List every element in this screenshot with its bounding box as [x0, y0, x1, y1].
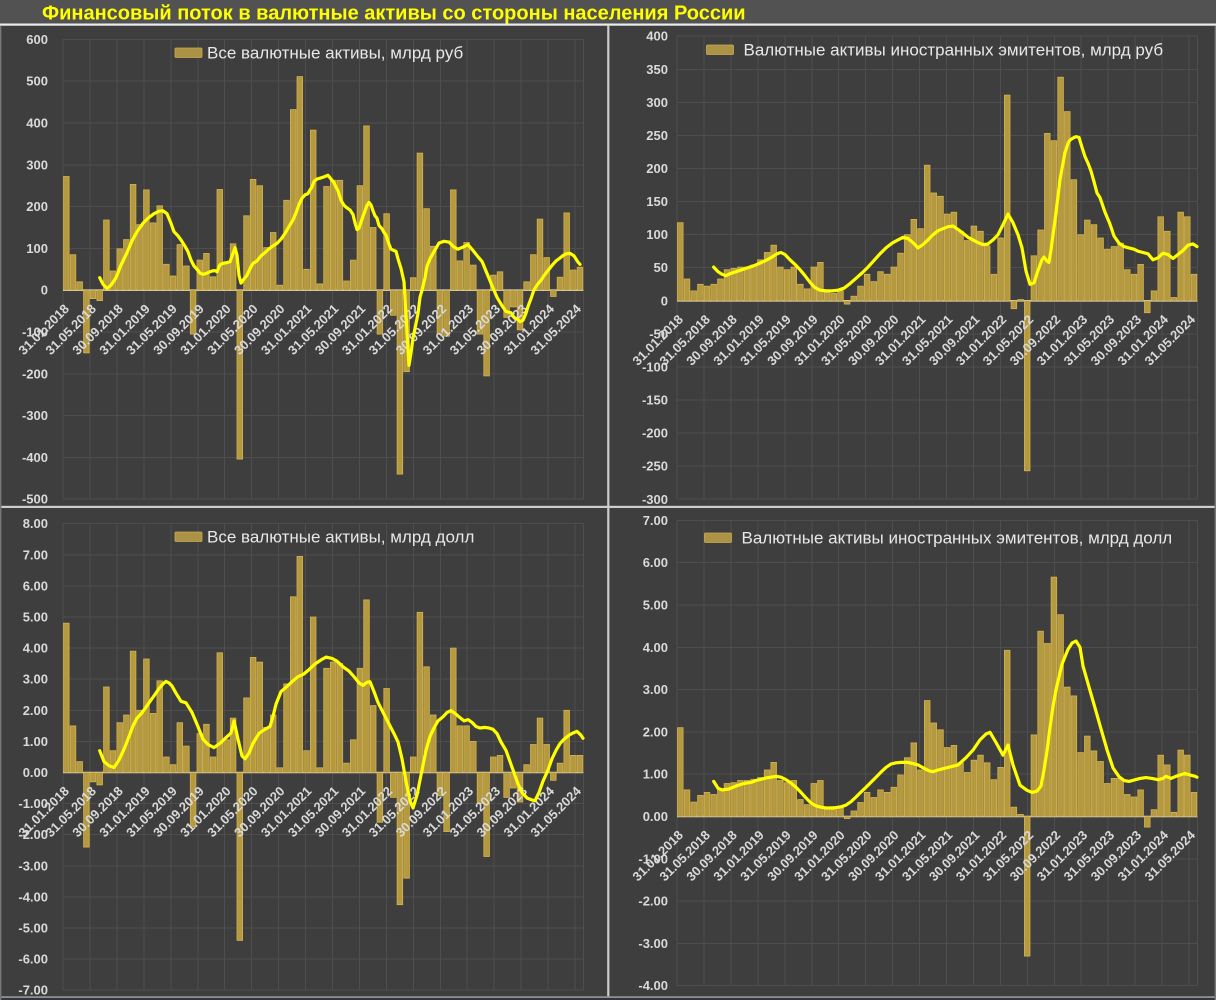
svg-text:100: 100 [646, 227, 668, 242]
svg-text:4.00: 4.00 [23, 641, 48, 656]
svg-text:2.00: 2.00 [643, 724, 668, 739]
svg-text:5.00: 5.00 [643, 598, 668, 613]
svg-text:600: 600 [26, 32, 48, 47]
svg-text:-1.00: -1.00 [18, 796, 48, 811]
svg-text:150: 150 [646, 194, 668, 209]
svg-text:-100: -100 [22, 325, 48, 340]
svg-text:0.00: 0.00 [643, 809, 668, 824]
svg-text:-50: -50 [649, 326, 668, 341]
svg-text:1.00: 1.00 [23, 734, 48, 749]
svg-text:-300: -300 [22, 408, 48, 423]
svg-text:Все валютные активы, млрд руб: Все валютные активы, млрд руб [207, 44, 464, 63]
svg-text:Валютные активы иностранных эм: Валютные активы иностранных эмитентов, м… [742, 529, 1173, 548]
svg-text:Все валютные активы, млрд долл: Все валютные активы, млрд долл [207, 528, 474, 547]
svg-text:4.00: 4.00 [643, 640, 668, 655]
svg-text:2.00: 2.00 [23, 703, 48, 718]
svg-text:-200: -200 [642, 426, 668, 441]
svg-text:-7.00: -7.00 [18, 983, 48, 998]
svg-text:0: 0 [661, 293, 668, 308]
svg-text:-150: -150 [642, 393, 668, 408]
svg-text:7.00: 7.00 [23, 547, 48, 562]
svg-text:8.00: 8.00 [23, 516, 48, 531]
svg-text:5.00: 5.00 [23, 610, 48, 625]
svg-text:-5.00: -5.00 [18, 921, 48, 936]
svg-text:100: 100 [26, 241, 48, 256]
svg-text:-300: -300 [642, 492, 668, 507]
svg-text:-4.00: -4.00 [638, 978, 668, 993]
svg-text:200: 200 [646, 161, 668, 176]
svg-text:-200: -200 [22, 366, 48, 381]
svg-text:6.00: 6.00 [23, 578, 48, 593]
svg-text:3.00: 3.00 [643, 682, 668, 697]
svg-text:1.00: 1.00 [643, 767, 668, 782]
svg-text:300: 300 [646, 95, 668, 110]
svg-text:-2.00: -2.00 [638, 894, 668, 909]
svg-text:200: 200 [26, 199, 48, 214]
svg-text:6.00: 6.00 [643, 555, 668, 570]
svg-text:-3.00: -3.00 [638, 936, 668, 951]
svg-text:Финансовый поток в валютные ак: Финансовый поток в валютные активы со ст… [42, 3, 746, 25]
svg-text:-4.00: -4.00 [18, 889, 48, 904]
svg-text:0: 0 [41, 283, 48, 298]
svg-text:-100: -100 [642, 359, 668, 374]
svg-text:-500: -500 [22, 492, 48, 507]
svg-text:350: 350 [646, 62, 668, 77]
svg-text:500: 500 [26, 74, 48, 89]
svg-text:-400: -400 [22, 450, 48, 465]
svg-text:-250: -250 [642, 459, 668, 474]
svg-text:250: 250 [646, 128, 668, 143]
svg-text:400: 400 [26, 116, 48, 131]
svg-text:-6.00: -6.00 [18, 952, 48, 967]
svg-text:-2.00: -2.00 [18, 827, 48, 842]
svg-text:300: 300 [26, 157, 48, 172]
svg-text:Валютные активы иностранных эм: Валютные активы иностранных эмитентов, м… [744, 41, 1164, 60]
svg-text:0.00: 0.00 [23, 765, 48, 780]
svg-text:7.00: 7.00 [643, 513, 668, 528]
svg-text:-3.00: -3.00 [18, 858, 48, 873]
svg-text:400: 400 [646, 29, 668, 44]
svg-text:50: 50 [654, 260, 668, 275]
svg-text:-1.00: -1.00 [638, 851, 668, 866]
svg-text:3.00: 3.00 [23, 672, 48, 687]
